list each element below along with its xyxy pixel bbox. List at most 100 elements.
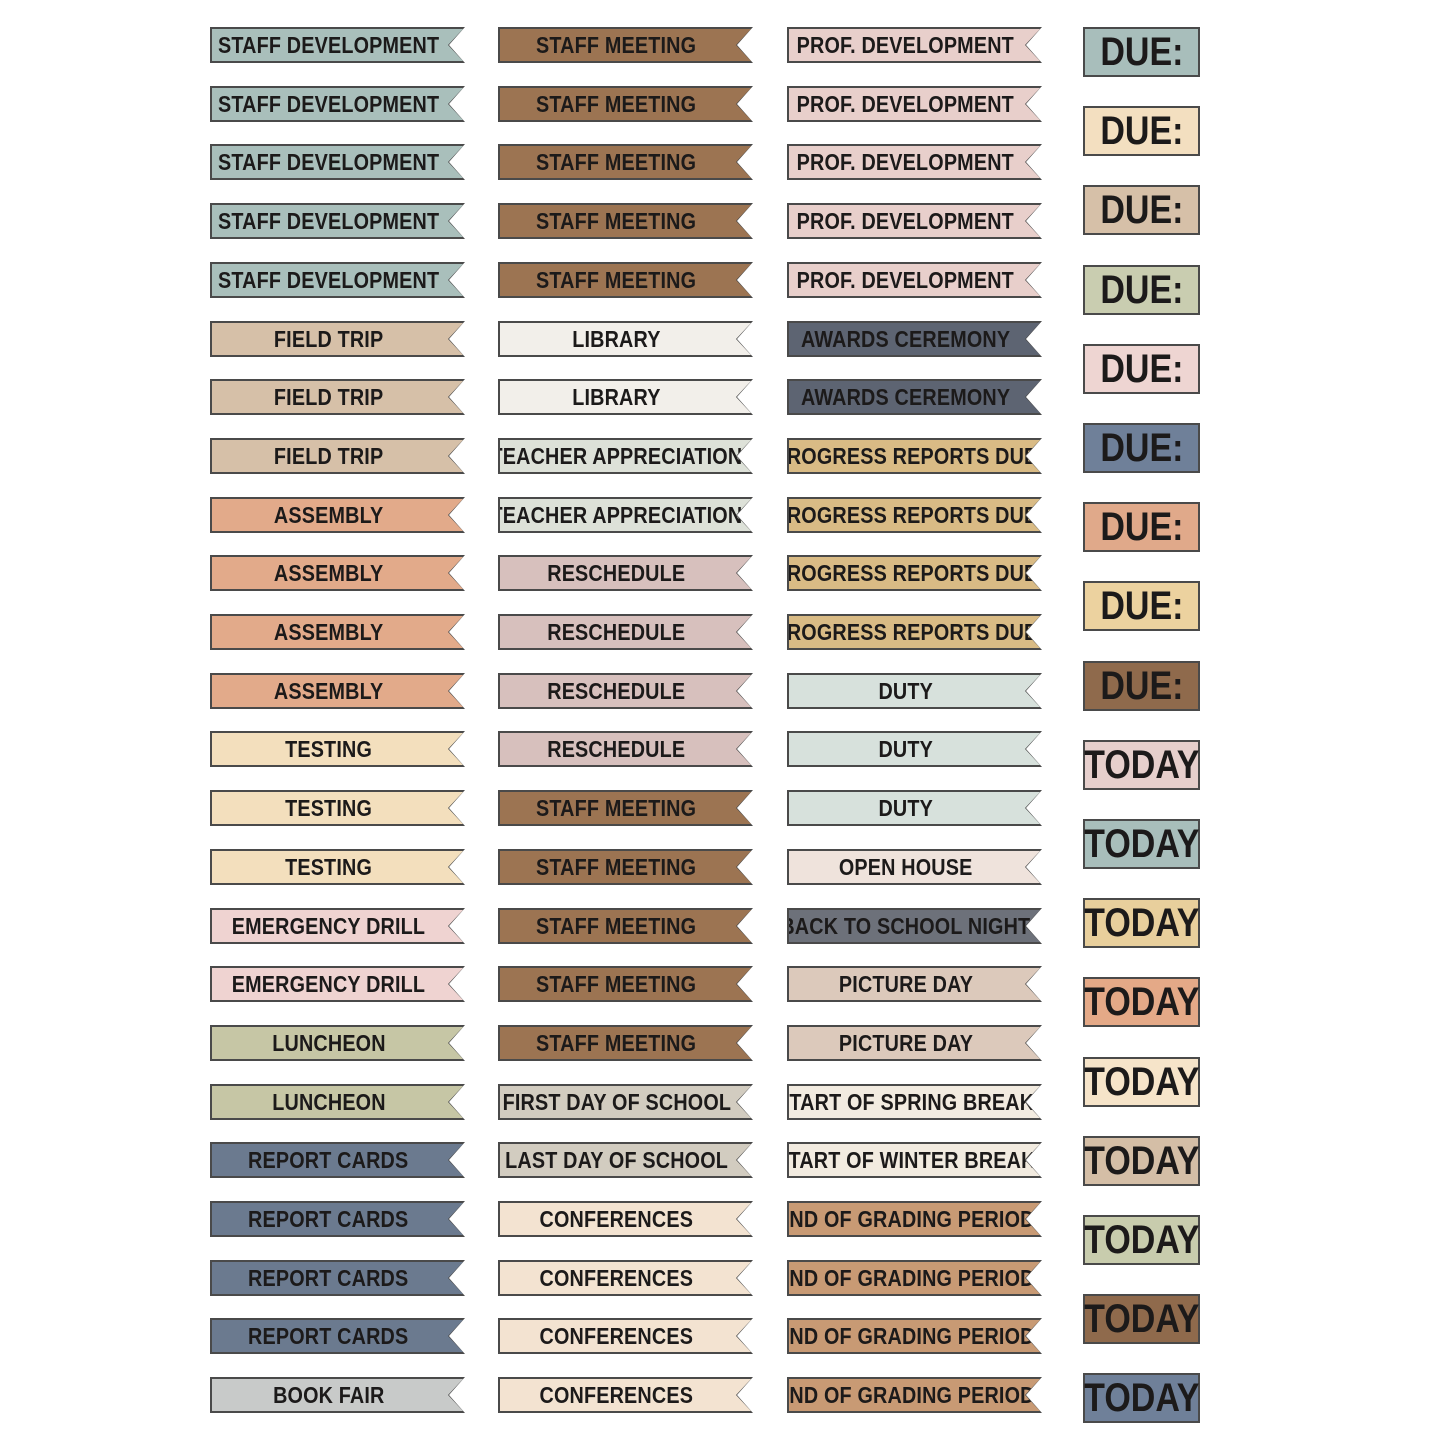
ribbon-fill: PROF. DEVELOPMENT <box>789 29 1040 61</box>
ribbon-fill: CONFERENCES <box>500 1379 751 1411</box>
label-box-sticker: DUE: <box>1083 661 1200 711</box>
ribbon-label: STAFF DEVELOPMENT <box>217 266 440 293</box>
ribbon-label: START OF WINTER BREAK <box>775 1146 1036 1173</box>
ribbon-sticker: FIELD TRIP <box>210 379 465 415</box>
ribbon-sticker: REPORT CARDS <box>210 1142 465 1178</box>
ribbon-sticker: FIELD TRIP <box>210 321 465 357</box>
ribbon-label: PROGRESS REPORTS DUE <box>773 501 1038 528</box>
ribbon-fill: RESCHEDULE <box>500 733 751 765</box>
ribbon-sticker: OPEN HOUSE <box>787 849 1042 885</box>
ribbon-label: PROF. DEVELOPMENT <box>796 148 1015 175</box>
ribbon-label: LUNCHEON <box>271 1088 386 1115</box>
label-box-sticker: DUE: <box>1083 502 1200 552</box>
ribbon-sticker: ASSEMBLY <box>210 673 465 709</box>
ribbon-label: PROF. DEVELOPMENT <box>796 207 1015 234</box>
ribbon-fill: STAFF MEETING <box>500 792 751 824</box>
ribbon-sticker: PROF. DEVELOPMENT <box>787 262 1042 298</box>
ribbon-fill: DUTY <box>789 675 1040 707</box>
ribbon-label: BOOK FAIR <box>272 1381 385 1408</box>
ribbon-fill: RESCHEDULE <box>500 557 751 589</box>
ribbon-label: TESTING <box>285 853 372 880</box>
ribbon-fill: REPORT CARDS <box>212 1203 463 1235</box>
ribbon-sticker: START OF WINTER BREAK <box>787 1142 1042 1178</box>
ribbon-label: STAFF MEETING <box>536 853 697 880</box>
ribbon-fill: DUTY <box>789 733 1040 765</box>
ribbon-label: FIELD TRIP <box>273 383 384 410</box>
box-label: TODAY <box>1083 1138 1200 1183</box>
ribbon-fill: TESTING <box>212 733 463 765</box>
box-label: DUE: <box>1099 346 1184 391</box>
ribbon-fill: STAFF MEETING <box>500 146 751 178</box>
ribbon-fill: STAFF MEETING <box>500 205 751 237</box>
ribbon-label: DUTY <box>878 794 933 821</box>
box-label: DUE: <box>1099 108 1184 153</box>
ribbon-sticker: REPORT CARDS <box>210 1201 465 1237</box>
ribbon-sticker: RESCHEDULE <box>498 673 753 709</box>
ribbon-fill: PROGRESS REPORTS DUE <box>789 499 1040 531</box>
ribbon-label: REPORT CARDS <box>248 1205 409 1232</box>
ribbon-label: END OF GRADING PERIOD <box>776 1264 1035 1291</box>
ribbon-label: STAFF MEETING <box>536 794 697 821</box>
label-box-sticker: TODAY <box>1083 740 1200 790</box>
ribbon-sticker: STAFF DEVELOPMENT <box>210 144 465 180</box>
ribbon-sticker: RESCHEDULE <box>498 731 753 767</box>
box-label: DUE: <box>1099 425 1184 470</box>
ribbon-fill: ASSEMBLY <box>212 616 463 648</box>
label-box-sticker: TODAY <box>1083 819 1200 869</box>
ribbon-label: STAFF MEETING <box>536 970 697 997</box>
ribbon-fill: LUNCHEON <box>212 1086 463 1118</box>
ribbon-fill: END OF GRADING PERIOD <box>789 1262 1040 1294</box>
label-box-sticker: DUE: <box>1083 106 1200 156</box>
ribbon-fill: STAFF MEETING <box>500 264 751 296</box>
ribbon-fill: OPEN HOUSE <box>789 851 1040 883</box>
ribbon-fill: END OF GRADING PERIOD <box>789 1320 1040 1352</box>
ribbon-fill: FIELD TRIP <box>212 440 463 472</box>
ribbon-sticker: STAFF DEVELOPMENT <box>210 203 465 239</box>
ribbon-label: FIELD TRIP <box>273 442 384 469</box>
ribbon-fill: STAFF DEVELOPMENT <box>212 264 463 296</box>
ribbon-fill: FIRST DAY OF SCHOOL <box>500 1086 751 1118</box>
ribbon-fill: STAFF DEVELOPMENT <box>212 88 463 120</box>
ribbon-sticker: CONFERENCES <box>498 1377 753 1413</box>
box-label: DUE: <box>1099 187 1184 232</box>
ribbon-label: FIELD TRIP <box>273 325 384 352</box>
ribbon-label: STAFF MEETING <box>536 90 697 117</box>
ribbon-sticker: CONFERENCES <box>498 1260 753 1296</box>
ribbon-fill: START OF WINTER BREAK <box>789 1144 1040 1176</box>
ribbon-sticker: PROF. DEVELOPMENT <box>787 27 1042 63</box>
label-box-sticker: TODAY <box>1083 1373 1200 1423</box>
ribbon-sticker: LUNCHEON <box>210 1084 465 1120</box>
ribbon-label: LIBRARY <box>572 383 661 410</box>
ribbon-label: TESTING <box>285 794 372 821</box>
ribbon-fill: CONFERENCES <box>500 1203 751 1235</box>
ribbon-fill: STAFF MEETING <box>500 851 751 883</box>
ribbon-fill: END OF GRADING PERIOD <box>789 1379 1040 1411</box>
ribbon-fill: FIELD TRIP <box>212 381 463 413</box>
ribbon-label: LUNCHEON <box>271 1029 386 1056</box>
ribbon-fill: STAFF MEETING <box>500 29 751 61</box>
ribbon-fill: REPORT CARDS <box>212 1144 463 1176</box>
ribbon-fill: ASSEMBLY <box>212 675 463 707</box>
box-label: TODAY <box>1083 1059 1200 1104</box>
ribbon-label: CONFERENCES <box>539 1322 694 1349</box>
box-label: TODAY <box>1083 821 1200 866</box>
ribbon-label: RESCHEDULE <box>547 559 686 586</box>
ribbon-sticker: CONFERENCES <box>498 1201 753 1237</box>
box-label: TODAY <box>1083 979 1200 1024</box>
ribbon-fill: RESCHEDULE <box>500 616 751 648</box>
label-box-sticker: TODAY <box>1083 1136 1200 1186</box>
ribbon-label: STAFF DEVELOPMENT <box>217 31 440 58</box>
ribbon-sticker: TESTING <box>210 849 465 885</box>
ribbon-sticker: STAFF MEETING <box>498 1025 753 1061</box>
ribbon-fill: BOOK FAIR <box>212 1379 463 1411</box>
ribbon-sticker: STAFF DEVELOPMENT <box>210 27 465 63</box>
ribbon-sticker: STAFF MEETING <box>498 262 753 298</box>
ribbon-fill: STAFF DEVELOPMENT <box>212 146 463 178</box>
ribbon-sticker: PROGRESS REPORTS DUE <box>787 497 1042 533</box>
ribbon-sticker: PROGRESS REPORTS DUE <box>787 614 1042 650</box>
label-box-sticker: DUE: <box>1083 581 1200 631</box>
ribbon-fill: CONFERENCES <box>500 1262 751 1294</box>
ribbon-label: STAFF MEETING <box>536 912 697 939</box>
ribbon-label: STAFF DEVELOPMENT <box>217 207 440 234</box>
ribbon-label: DUTY <box>878 677 933 704</box>
